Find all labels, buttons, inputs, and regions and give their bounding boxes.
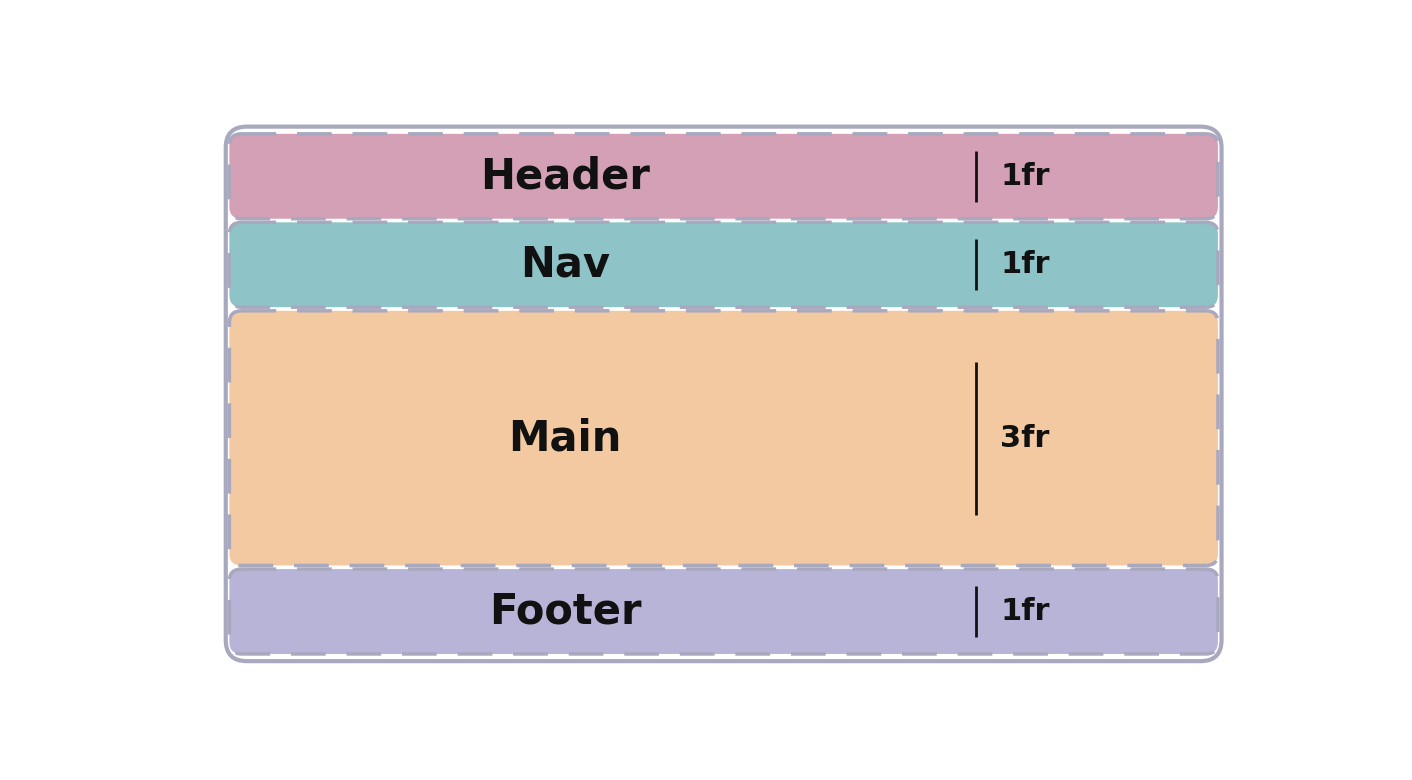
Text: Footer: Footer (489, 590, 641, 633)
FancyBboxPatch shape (229, 134, 1219, 218)
Text: 3fr: 3fr (1001, 424, 1049, 452)
FancyBboxPatch shape (229, 310, 1219, 566)
FancyBboxPatch shape (226, 126, 1221, 661)
FancyBboxPatch shape (229, 569, 1219, 654)
FancyBboxPatch shape (229, 222, 1219, 307)
Text: 1fr: 1fr (1001, 250, 1051, 279)
Text: 1fr: 1fr (1001, 597, 1051, 626)
Text: Nav: Nav (520, 244, 610, 285)
Text: 1fr: 1fr (1001, 161, 1051, 191)
Text: Main: Main (508, 417, 621, 459)
Text: Header: Header (480, 155, 650, 197)
